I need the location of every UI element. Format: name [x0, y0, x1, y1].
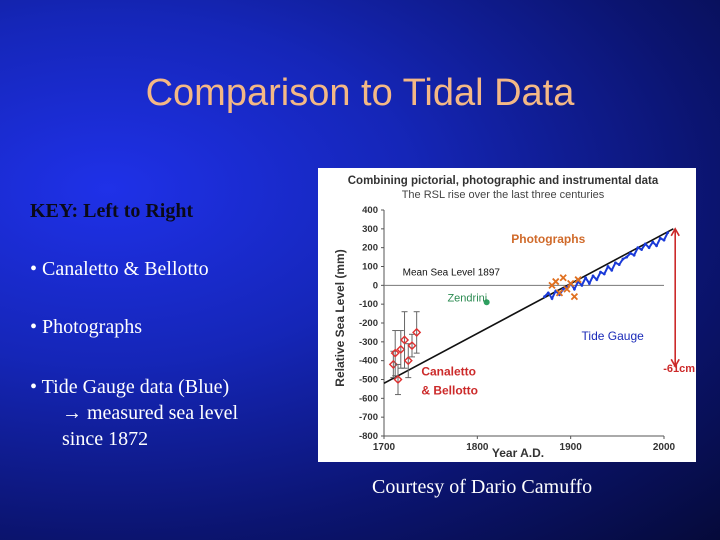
mean-sea-level-label: Mean Sea Level 1897	[403, 267, 501, 278]
y-tick-label: -300	[359, 337, 378, 348]
tide-gauge-point	[599, 270, 602, 274]
rise-arrow-head	[670, 227, 680, 237]
key-heading: KEY: Left to Right	[30, 200, 194, 222]
tide-gauge-point	[636, 246, 640, 250]
tide-gauge-point	[640, 248, 643, 251]
credit-text: Courtesy of Dario Camuffo	[372, 476, 593, 498]
tide-gauge-point	[591, 274, 595, 278]
tide-gauge-point	[662, 238, 666, 242]
canaletto-point	[396, 344, 406, 354]
y-tick-label: 200	[362, 243, 378, 254]
tide-gauge-annotation: Tide Gauge	[582, 329, 645, 343]
x-tick-label: 1700	[373, 442, 396, 453]
tide-gauge-point	[632, 253, 636, 257]
zendrini-point	[483, 299, 490, 306]
y-tick-label: 0	[373, 280, 378, 291]
chart-xlabel: Year A.D.	[492, 446, 544, 460]
tide-gauge-point	[647, 246, 651, 250]
tide-gauge-point	[655, 244, 658, 248]
sea-level-chart: Combining pictorial, photographic and in…	[333, 175, 695, 460]
tide-gauge-point	[651, 240, 655, 244]
bullet-tide-gauge: • Tide Gauge data (Blue) → measured sea …	[30, 374, 238, 452]
canaletto-point	[400, 335, 410, 345]
slide-title: Comparison to Tidal Data	[145, 72, 575, 114]
y-tick-label: -100	[359, 299, 378, 310]
photograph-point	[559, 274, 567, 282]
photograph-point	[555, 289, 564, 297]
trend-line	[383, 228, 674, 384]
bellotto-annotation: & Bellotto	[421, 384, 478, 398]
zendrini-annotation: Zendrini	[447, 292, 487, 304]
y-tick-label: -700	[359, 412, 378, 423]
canaletto-point	[403, 356, 413, 366]
tide-gauge-point	[666, 231, 670, 234]
canaletto-point	[390, 348, 400, 358]
y-tick-label: 100	[362, 262, 378, 273]
y-tick-label: -800	[359, 431, 378, 442]
tide-gauge-point	[610, 268, 614, 272]
tide-gauge-point	[587, 282, 591, 285]
tide-gauge-point	[625, 255, 629, 259]
rise-arrow-tail	[670, 358, 680, 368]
x-tick-label: 2000	[653, 442, 676, 453]
canaletto-point	[393, 374, 403, 385]
photograph-point	[552, 277, 560, 286]
tide-gauge-point	[584, 276, 587, 280]
tide-gauge-point	[573, 287, 576, 291]
tide-gauge-point	[602, 272, 606, 276]
tide-gauge-point	[606, 265, 610, 268]
tide-gauge-point	[617, 263, 621, 267]
photograph-point	[563, 285, 571, 293]
y-tick-label: 300	[362, 224, 378, 235]
x-tick-label: 1800	[466, 442, 489, 453]
canaletto-point	[412, 327, 422, 337]
x-tick-label: 1900	[560, 442, 583, 453]
tide-gauge-point	[543, 295, 546, 299]
photograph-point	[574, 276, 582, 284]
bullet-tide-gauge-line2-text: measured sea level	[87, 402, 239, 424]
tide-gauge-point	[561, 287, 565, 291]
chart-title: Combining pictorial, photographic and in…	[348, 175, 659, 187]
tide-gauge-point	[621, 257, 625, 261]
chart-panel: Combining pictorial, photographic and in…	[318, 168, 696, 462]
y-tick-label: -400	[359, 356, 378, 367]
photograph-point	[570, 292, 579, 301]
y-tick-label: -600	[359, 393, 378, 404]
photographs-annotation: Photographs	[511, 232, 585, 246]
y-tick-label: -500	[359, 375, 378, 386]
bullet-tide-gauge-line3: since 1872	[62, 428, 149, 450]
y-tick-label: 400	[362, 205, 378, 216]
bullet-photographs: • Photographs	[30, 316, 143, 338]
tide-gauge-point	[614, 261, 617, 265]
tide-gauge-point	[643, 242, 647, 246]
bullet-tide-gauge-line1: • Tide Gauge data (Blue)	[30, 376, 230, 398]
bullet-canaletto: • Canaletto & Bellotto	[30, 258, 209, 280]
chart-ylabel: Relative Sea Level (mm)	[333, 249, 347, 386]
photograph-point	[567, 279, 575, 288]
chart-subtitle: The RSL rise over the last three centuri…	[402, 189, 605, 201]
tide-gauge-point	[546, 291, 550, 295]
tide-gauge-point	[550, 297, 554, 300]
bullet-tide-gauge-line2: → measured sea level	[30, 400, 238, 426]
y-tick-label: -200	[359, 318, 378, 329]
arrow-icon: →	[62, 402, 82, 424]
tide-gauge-point	[595, 278, 599, 282]
tide-gauge-point	[580, 283, 584, 287]
rise-annotation: -61cm	[663, 363, 695, 375]
tide-gauge-point	[658, 236, 662, 240]
canaletto-annotation: Canaletto	[421, 365, 476, 379]
canaletto-point	[407, 341, 417, 351]
tide-gauge-point	[629, 251, 632, 255]
